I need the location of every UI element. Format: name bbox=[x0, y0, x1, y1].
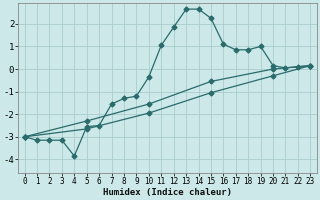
X-axis label: Humidex (Indice chaleur): Humidex (Indice chaleur) bbox=[103, 188, 232, 197]
